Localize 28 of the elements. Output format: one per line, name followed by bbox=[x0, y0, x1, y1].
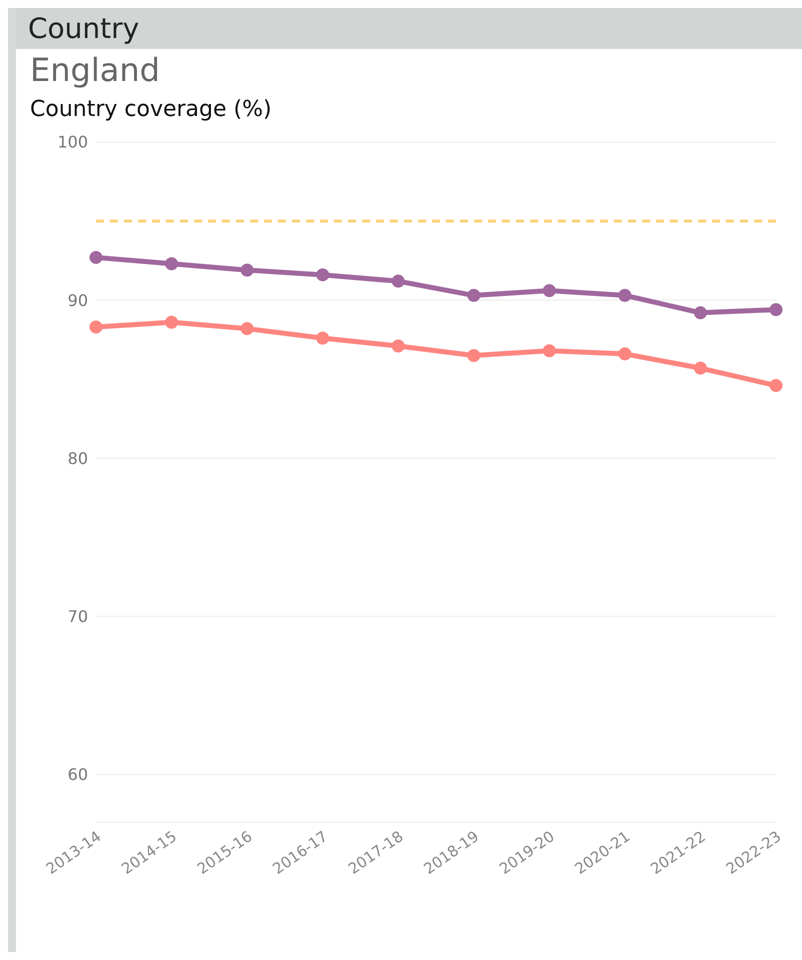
chart-subtitle: England bbox=[29, 50, 161, 91]
point bbox=[467, 348, 480, 362]
y-axis-title: Country coverage (%) bbox=[29, 96, 273, 122]
point bbox=[694, 362, 707, 375]
point bbox=[770, 303, 782, 316]
point bbox=[694, 306, 707, 320]
y-tick-label: 90 bbox=[68, 290, 88, 310]
chart-title: Country bbox=[16, 8, 802, 49]
point bbox=[165, 257, 178, 270]
point bbox=[165, 316, 178, 329]
point bbox=[392, 274, 405, 288]
point bbox=[240, 264, 254, 277]
y-tick-label: 100 bbox=[57, 132, 88, 152]
point bbox=[770, 379, 782, 392]
point bbox=[542, 284, 556, 298]
point bbox=[542, 344, 556, 358]
point bbox=[316, 332, 330, 345]
point bbox=[392, 340, 405, 352]
point bbox=[618, 288, 632, 302]
point bbox=[316, 268, 330, 282]
y-tick-label: 70 bbox=[68, 607, 88, 626]
point bbox=[240, 322, 254, 336]
y-tick-label: 80 bbox=[68, 448, 88, 468]
point bbox=[90, 250, 102, 264]
point bbox=[467, 288, 480, 302]
point bbox=[618, 347, 632, 360]
y-tick-label: 60 bbox=[68, 765, 88, 784]
point bbox=[90, 320, 102, 334]
